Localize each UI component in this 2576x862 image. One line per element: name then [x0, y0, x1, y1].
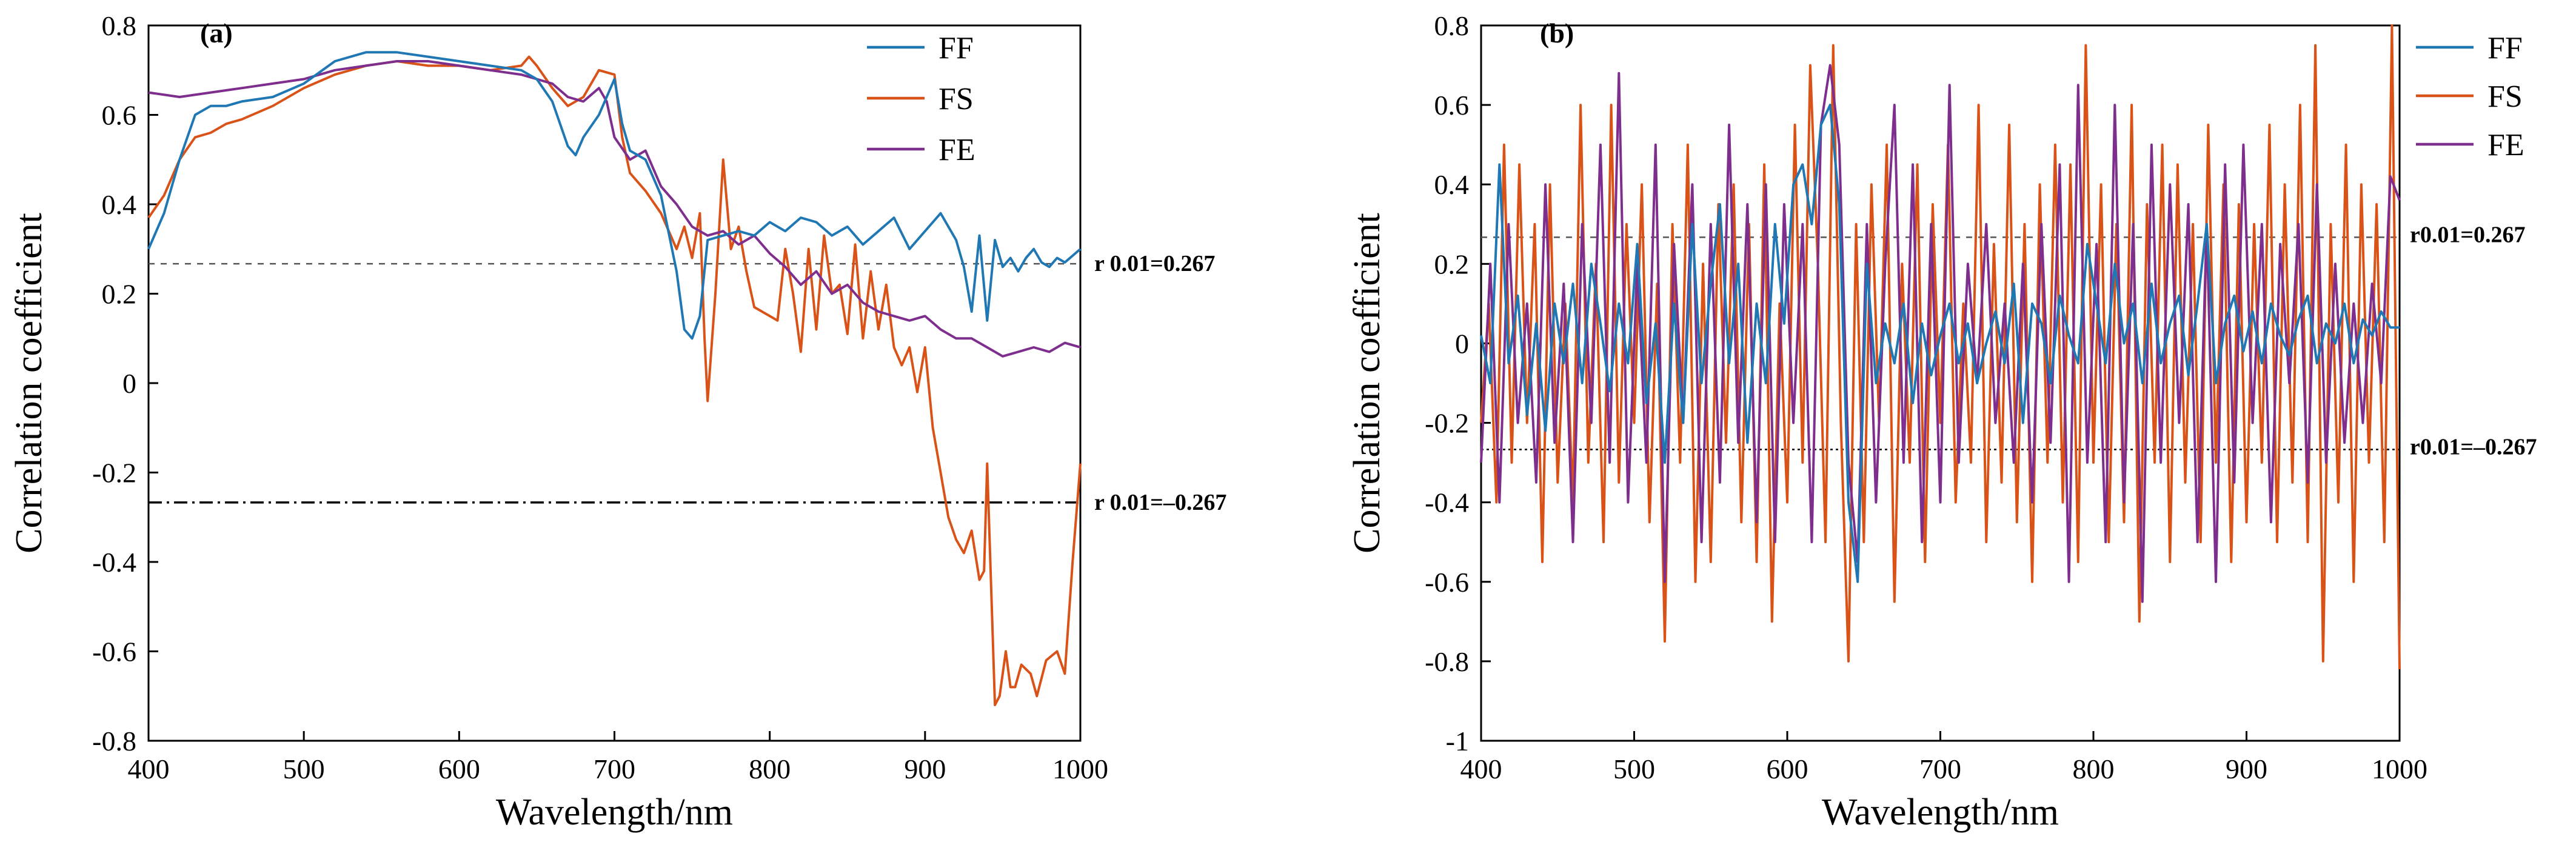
- y-tick-label: 0: [122, 368, 136, 399]
- x-tick-label: 400: [128, 753, 170, 784]
- y-tick-label: 0.6: [102, 100, 137, 131]
- series-line-fe: [1480, 64, 2401, 603]
- series-line-fs: [1480, 24, 2401, 670]
- x-tick-label: 700: [594, 753, 635, 784]
- legend-label-ff: FF: [938, 31, 974, 65]
- x-tick-label: 700: [1919, 753, 1961, 784]
- y-tick-label: -0.2: [1425, 408, 1469, 439]
- legend-label-fe: FE: [2487, 128, 2524, 162]
- reference-line-label: r 0.01=0.267: [1094, 251, 1215, 276]
- x-axis-label: Wavelength/nm: [1822, 792, 2059, 833]
- y-tick-label: -1: [1446, 726, 1469, 757]
- y-tick-label: -0.6: [92, 636, 136, 667]
- series-line-ff: [147, 51, 1082, 340]
- y-tick-label: -0.2: [92, 458, 136, 489]
- y-tick-label: 0.8: [1434, 10, 1470, 41]
- reference-line-label: r 0.01=–0.267: [1094, 490, 1226, 515]
- y-tick-label: 0: [1455, 328, 1469, 359]
- chart-panel-b: 400 500 600 700 800 900 1000 0.8 0.6 0.4 0.2 0 -0.2 -…: [1347, 10, 2537, 833]
- x-tick-label: 500: [283, 753, 325, 784]
- panel-label: (a): [200, 18, 233, 48]
- legend-label-fs: FS: [2487, 79, 2523, 114]
- x-tick-label: 600: [1767, 753, 1808, 784]
- chart-panel-a: 400 500 600 700 800 900 1000 0.8 0.6 0.4 0.2 0 -0.2 -…: [8, 10, 1226, 833]
- x-tick-label: 800: [2073, 753, 2115, 784]
- x-tick-label: 1000: [2372, 753, 2427, 784]
- legend-label-fe: FE: [938, 133, 975, 167]
- y-tick-label: -0.6: [1425, 567, 1469, 598]
- y-tick-label: 0.4: [1434, 169, 1470, 200]
- legend-label-ff: FF: [2487, 31, 2523, 65]
- x-tick-label: 900: [2226, 753, 2267, 784]
- x-tick-label: 1000: [1052, 753, 1108, 784]
- panel-label: (b): [1540, 18, 1574, 48]
- y-axis-label: Correlation coefficient: [1347, 213, 1388, 553]
- x-tick-label: 500: [1613, 753, 1655, 784]
- series-line-fe: [148, 60, 1081, 358]
- y-tick-label: 0.4: [102, 189, 137, 220]
- y-tick-label: 0.6: [1434, 90, 1470, 121]
- y-tick-label: -0.4: [1425, 487, 1469, 518]
- reference-line-label: r0.01=–0.267: [2410, 434, 2537, 459]
- series-line-ff: [1480, 104, 2400, 583]
- x-axis-label: Wavelength/nm: [496, 792, 733, 833]
- x-tick-label: 400: [1460, 753, 1502, 784]
- y-tick-label: 0.2: [1434, 249, 1470, 279]
- y-axis-label: Correlation coefficient: [8, 213, 50, 553]
- legend-label-fs: FS: [938, 82, 974, 116]
- reference-line-label: r0.01=0.267: [2410, 222, 2526, 247]
- y-tick-label: -0.8: [1425, 646, 1469, 677]
- y-tick-label: 0.2: [102, 279, 137, 310]
- y-tick-label: -0.8: [92, 726, 136, 757]
- y-tick-label: 0.8: [102, 10, 137, 41]
- x-tick-label: 600: [438, 753, 480, 784]
- y-tick-label: -0.4: [92, 547, 136, 578]
- x-tick-label: 900: [904, 753, 946, 784]
- x-tick-label: 800: [749, 753, 791, 784]
